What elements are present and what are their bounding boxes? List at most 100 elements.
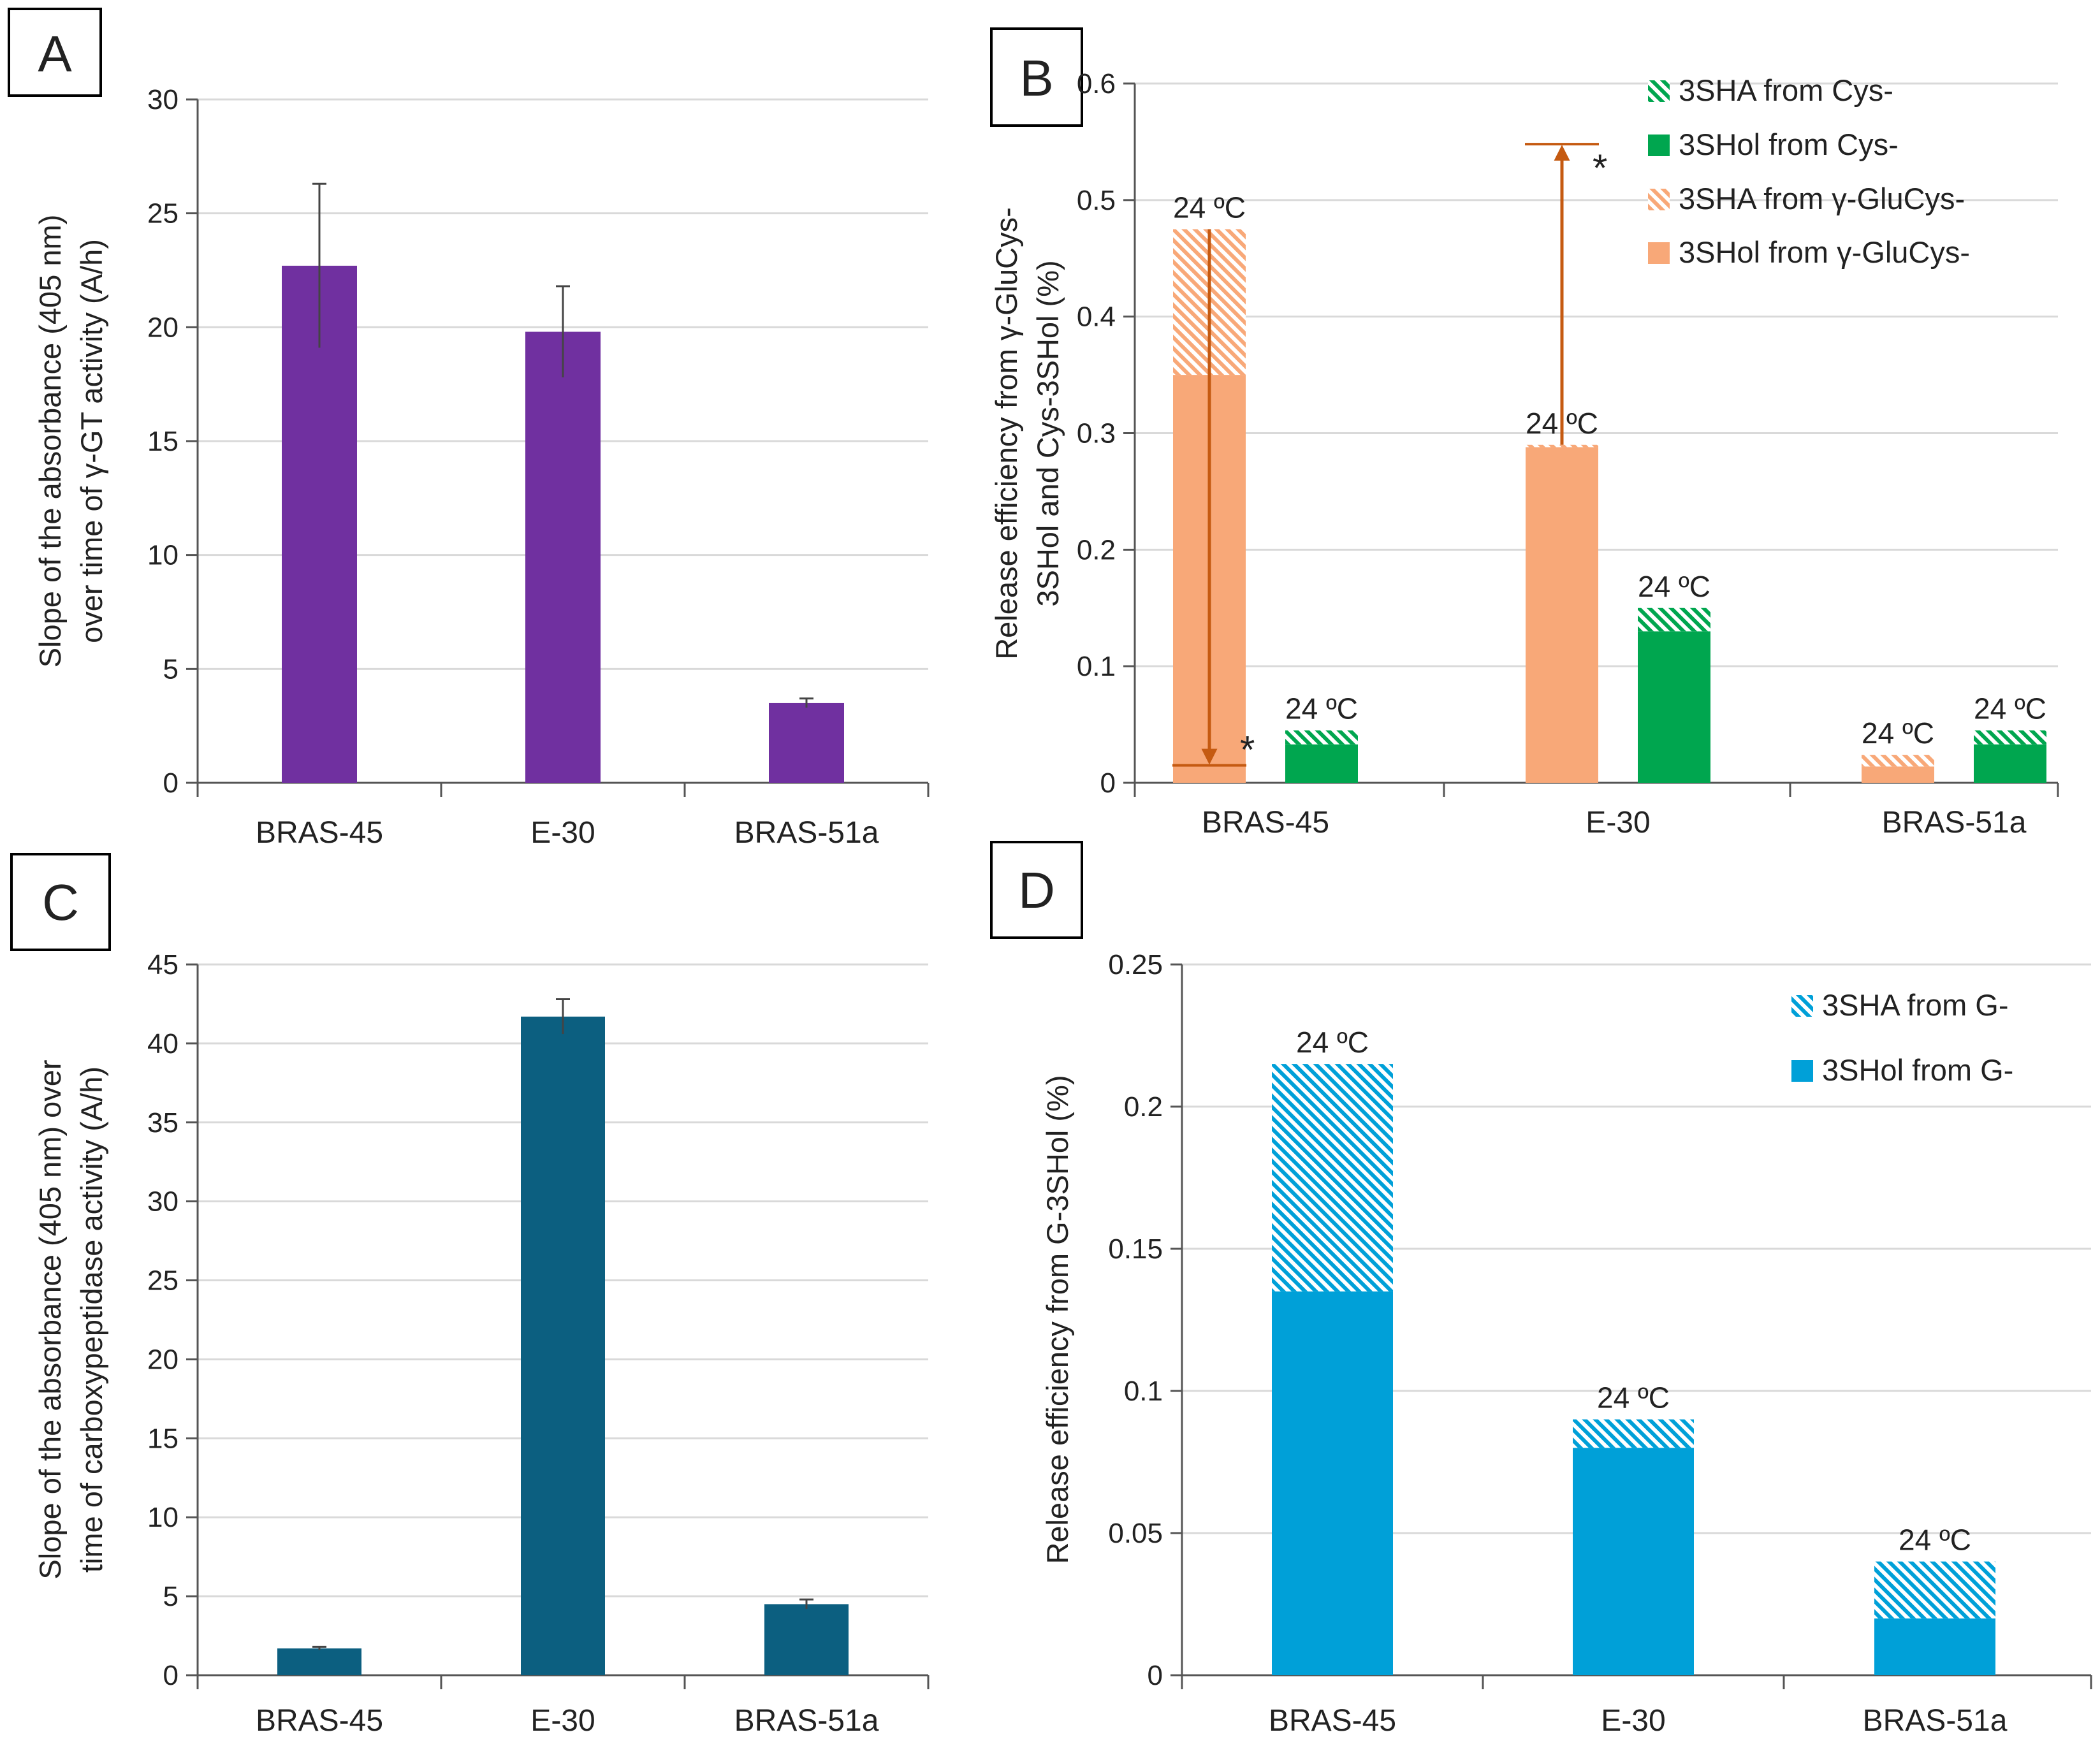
temperature-label: 24 ºC: [1173, 191, 1246, 224]
y-tick-label: 0: [163, 767, 179, 799]
x-category-label: BRAS-51a: [1863, 1704, 2008, 1738]
x-category-label: E-30: [1586, 806, 1650, 840]
x-category-label: BRAS-45: [1269, 1704, 1396, 1738]
significance-marker: *: [1593, 147, 1607, 189]
panel-d-letter: D: [1018, 862, 1055, 919]
temperature-label: 24 ºC: [1974, 692, 2046, 725]
panel-b-letter-box: [990, 27, 1083, 127]
bar-hatched: [1874, 1561, 1995, 1618]
y-axis-title: over time of γ-GT activity (A/h): [75, 239, 108, 643]
bar-hatched: [1862, 755, 1934, 767]
y-axis-title: 3SHol and Cys-3SHol (%): [1031, 260, 1065, 606]
y-tick-label: 15: [147, 426, 179, 457]
y-axis-title: Slope of the absorbance (405 nm): [33, 215, 67, 668]
y-tick-label: 0: [1148, 1660, 1163, 1691]
panel-b-letter: B: [1019, 50, 1053, 106]
y-tick-label: 30: [147, 84, 179, 115]
bar-hatched: [1285, 730, 1358, 745]
bar: [525, 331, 601, 783]
y-tick-label: 0.1: [1124, 1376, 1163, 1407]
x-category-label: BRAS-51a: [1882, 806, 2027, 840]
x-category-label: E-30: [530, 1704, 595, 1738]
y-tick-label: 20: [147, 312, 179, 343]
y-tick-label: 5: [163, 1581, 179, 1612]
y-tick-label: 0.15: [1108, 1233, 1163, 1265]
temperature-label: 24 ºC: [1296, 1026, 1369, 1059]
panel-d-plot: 0 0.05 0.1 0.15 0.2 0.25 Release efficiency fr…: [1040, 949, 2092, 1738]
legend-label: 3SHol from γ-GluCys-: [1679, 235, 1970, 269]
temperature-label: 24 ºC: [1285, 692, 1358, 725]
panel-b-plot: 0 0.1 0.2 0.3 0.4 0.5 0.6 Release efficiency fr…: [989, 68, 2059, 840]
y-tick-label: 30: [147, 1186, 179, 1218]
panel-b: B 0 0.1 0.2 0.3 0.4 0.5 0.6 Release efficiency …: [989, 27, 2059, 840]
temperature-label: 24 ºC: [1862, 716, 1934, 750]
bar-hatched: [1974, 730, 2046, 745]
legend-swatch: [1648, 80, 1670, 102]
legend-swatch: [1648, 189, 1670, 210]
y-axis-title: Release efficiency from G-3SHol (%): [1040, 1075, 1074, 1564]
panel-a-letter: A: [38, 25, 72, 82]
significance-marker: *: [1240, 729, 1255, 771]
y-axis-title: Slope of the absorbance (405 nm) over: [33, 1059, 67, 1579]
y-tick-label: 10: [147, 540, 179, 571]
panel-a-plot: 0 5 10 15 20 25 30 Slope of the absorbance (405…: [33, 84, 930, 850]
legend-label: 3SHA from G-: [1822, 988, 2009, 1022]
bar-hatched: [1573, 1419, 1694, 1448]
panel-c-letter-box: [10, 853, 111, 951]
y-tick-label: 0.25: [1108, 949, 1163, 980]
bar-solid: [1573, 1448, 1694, 1675]
legend-swatch: [1648, 135, 1670, 156]
panel-d: D 0 0.05 0.1 0.15 0.2 0.25 Release efficiency …: [990, 841, 2092, 1738]
y-tick-label: 0.2: [1124, 1091, 1163, 1123]
legend-label: 3SHA from Cys-: [1679, 73, 1893, 107]
x-category-label: E-30: [1601, 1704, 1665, 1738]
panel-a-letter-box: [8, 8, 102, 97]
legend-swatch: [1791, 1060, 1813, 1082]
x-category-label: BRAS-51a: [734, 1704, 879, 1738]
x-category-label: BRAS-45: [1202, 806, 1329, 840]
y-tick-label: 0.5: [1077, 185, 1116, 216]
bar: [521, 1016, 605, 1675]
y-tick-label: 40: [147, 1028, 179, 1059]
y-tick-label: 25: [147, 1265, 179, 1297]
bar-hatched: [1272, 1064, 1393, 1291]
y-tick-label: 0: [1100, 767, 1116, 799]
y-tick-label: 0.05: [1108, 1518, 1163, 1549]
temperature-label: 24 ºC: [1638, 570, 1710, 603]
bar: [769, 702, 844, 783]
bar-hatched: [1526, 444, 1598, 447]
panel-c: C 0 5 10 15 20 25 30 35 40 45 Slope of the absorba…: [10, 853, 930, 1738]
y-tick-label: 0.3: [1077, 418, 1116, 449]
y-tick-label: 35: [147, 1107, 179, 1138]
y-tick-label: 0.1: [1077, 651, 1116, 682]
panel-d-letter-box: [990, 841, 1083, 939]
bar: [764, 1604, 849, 1675]
legend-label: 3SHol from Cys-: [1679, 127, 1899, 161]
x-category-label: E-30: [530, 816, 595, 850]
bar-solid: [1638, 631, 1710, 783]
x-category-label: BRAS-51a: [734, 816, 879, 850]
y-axis-title: time of carboxypeptidase activity (A/h): [75, 1066, 108, 1573]
y-tick-label: 45: [147, 949, 179, 980]
bar-solid: [1874, 1618, 1995, 1675]
y-tick-label: 15: [147, 1423, 179, 1454]
bar: [277, 1648, 361, 1675]
bar-hatched: [1638, 607, 1710, 632]
y-tick-label: 0: [163, 1660, 179, 1691]
temperature-label: 24 ºC: [1899, 1524, 1971, 1557]
bar-solid: [1526, 447, 1598, 783]
y-tick-label: 10: [147, 1502, 179, 1533]
y-tick-label: 0.4: [1077, 302, 1116, 333]
y-axis-title: Release efficiency from γ-GluCys-: [989, 207, 1023, 660]
legend-label: 3SHol from G-: [1822, 1053, 2013, 1087]
y-tick-label: 0.6: [1077, 68, 1116, 99]
temperature-label: 24 ºC: [1597, 1381, 1670, 1415]
legend-label: 3SHA from γ-GluCys-: [1679, 182, 1965, 215]
y-tick-label: 0.2: [1077, 534, 1116, 565]
panel-c-plot: 0 5 10 15 20 25 30 35 40 45 Slope of the absorbanc…: [33, 949, 930, 1738]
y-tick-label: 5: [163, 653, 179, 685]
bar-solid: [1862, 766, 1934, 783]
legend-swatch: [1648, 242, 1670, 264]
y-tick-label: 20: [147, 1344, 179, 1375]
